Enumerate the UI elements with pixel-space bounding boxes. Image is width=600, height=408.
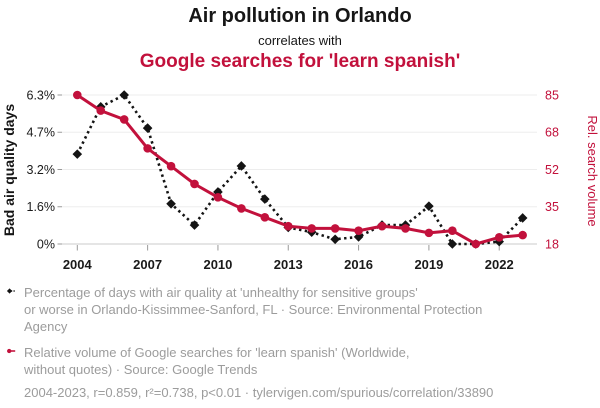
diamond-marker [517, 213, 528, 223]
legend-entry-search-volume: Relative volume of Google searches for '… [4, 344, 600, 378]
x-axis-year-label: 2022 [485, 257, 514, 272]
diamond-marker [119, 90, 129, 100]
stats-citation-line: 2004-2023, r=0.859, r²=0.738, p<0.01 · t… [24, 385, 494, 400]
x-axis-year-label: 2013 [274, 257, 303, 272]
x-axis-tick-labels: 2004 2007 2010 2013 2016 2019 2022 [63, 245, 514, 272]
left-axis-tick-label: 0% [37, 237, 55, 251]
gridlines [57, 94, 537, 245]
series-line [76, 93, 524, 246]
circle-marker [471, 239, 481, 249]
chart-secondary-title: Google searches for 'learn spanish' [139, 51, 461, 72]
diamond-marker [260, 194, 270, 204]
right-axis-title: Rel. search volume [585, 115, 600, 226]
right-axis-tick-label: 52 [545, 163, 559, 177]
x-axis-year-label: 2004 [63, 257, 93, 272]
chart-header: Air pollution in Orlando correlates with… [0, 0, 600, 78]
circle-marker [166, 161, 176, 171]
circle-marker [190, 179, 199, 189]
x-axis-year-label: 2007 [133, 257, 162, 272]
x-axis-year-label: 2010 [203, 257, 232, 272]
right-axis-tick-label: 68 [545, 126, 559, 140]
diamond-marker [353, 232, 364, 242]
diamond-marker [447, 239, 458, 249]
circle-marker [518, 230, 527, 240]
circle-marker [283, 221, 293, 231]
search-volume-series [73, 90, 527, 249]
circle-marker [119, 115, 129, 124]
legend-entry-air-quality-text: Percentage of days with air quality at '… [24, 285, 483, 334]
diamond-dashed-line-icon [6, 288, 16, 294]
circle-marker [377, 221, 387, 231]
diamond-marker [424, 201, 434, 211]
circle-marker [424, 228, 434, 238]
circle-marker [73, 90, 82, 100]
circle-marker [213, 192, 223, 202]
circle-marker [260, 213, 270, 222]
circle-marker [330, 224, 340, 233]
diamond-marker [330, 234, 340, 245]
diamond-marker [142, 123, 153, 133]
diamond-marker [72, 149, 83, 159]
chart-title: Air pollution in Orlando [188, 5, 412, 27]
chart-legend: Percentage of days with air quality at '… [0, 284, 600, 400]
diamond-marker [166, 198, 176, 209]
circle-marker [354, 226, 363, 235]
right-axis-tick-label: 35 [545, 200, 559, 214]
circle-solid-line-icon [7, 348, 16, 354]
left-axis-tick-label: 6.3% [27, 88, 56, 102]
left-axis-tick-label: 1.6% [27, 200, 56, 214]
left-axis-tick-label: 4.7% [27, 126, 56, 140]
chart-svg: 0% 18 1.6% 35 3.2% 52 4.7% 68 6.3% 85 2004 2007 2010… [1, 88, 600, 272]
circle-marker [307, 224, 317, 233]
x-axis-year-label: 2016 [344, 257, 373, 272]
x-axis-year-label: 2019 [414, 257, 443, 272]
circle-marker [494, 233, 504, 242]
circle-marker [448, 226, 457, 235]
y-axis-tick-labels: 0% 18 1.6% 35 3.2% 52 4.7% 68 6.3% 85 [27, 88, 559, 251]
left-axis-title: Bad air quality days [1, 104, 17, 236]
left-axis-tick-label: 3.2% [27, 163, 56, 177]
legend-entry-air-quality: Percentage of days with air quality at '… [4, 284, 600, 335]
right-axis-tick-label: 18 [545, 237, 559, 251]
circle-marker [143, 144, 152, 153]
chart-subtitle: correlates with [258, 33, 342, 48]
circle-marker [237, 204, 246, 213]
diamond-marker [189, 220, 200, 230]
circle-marker [96, 106, 106, 115]
circle-marker [401, 224, 410, 233]
legend-entry-search-volume-text: Relative volume of Google searches for '… [24, 345, 410, 377]
right-axis-tick-label: 85 [545, 88, 559, 102]
